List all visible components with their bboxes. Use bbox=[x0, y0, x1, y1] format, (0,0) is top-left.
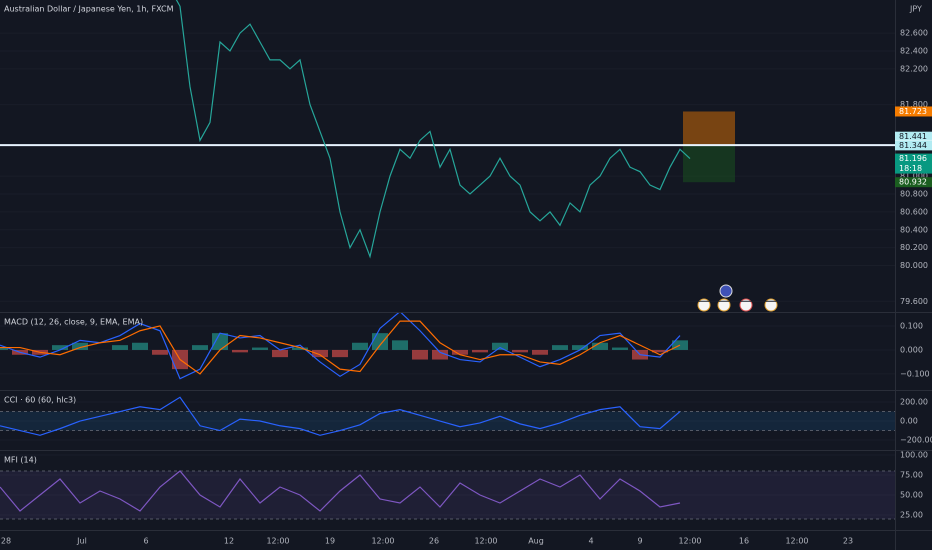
y-tick-label: 82.600 bbox=[900, 29, 928, 38]
x-tick-label: 12 bbox=[224, 537, 234, 546]
x-tick-label: Jul bbox=[76, 537, 87, 546]
histogram-bar bbox=[152, 349, 168, 355]
pane bbox=[0, 313, 895, 380]
price-tag-label: 80.932 bbox=[899, 178, 927, 187]
x-tick-label: 19 bbox=[325, 537, 335, 546]
histogram-bar bbox=[312, 349, 328, 358]
series-line bbox=[0, 396, 681, 436]
histogram-bar bbox=[392, 340, 408, 350]
price-tag bbox=[895, 131, 932, 142]
band bbox=[0, 411, 895, 431]
histogram-bar bbox=[192, 345, 208, 350]
y-tick-label: 200.00 bbox=[900, 398, 928, 407]
x-tick-label: 12:00 bbox=[678, 537, 701, 546]
price-tag-label: 81.196 bbox=[899, 154, 927, 163]
y-tick-label: 82.400 bbox=[900, 46, 928, 55]
stop-zone bbox=[683, 145, 735, 183]
x-tick-label: 12:00 bbox=[785, 537, 808, 546]
series-line bbox=[0, 320, 681, 375]
histogram-bar bbox=[532, 349, 548, 355]
pane-title: MACD (12, 26, close, 9, EMA, EMA) bbox=[4, 318, 143, 327]
x-tick-label: 23 bbox=[843, 537, 853, 546]
y-tick-label: 0.00 bbox=[900, 417, 918, 426]
y-tick-label: 80.400 bbox=[900, 225, 928, 234]
event-icons[interactable] bbox=[697, 284, 778, 312]
x-tick-label: 16 bbox=[739, 537, 749, 546]
y-tick-label: −200.00 bbox=[900, 436, 932, 445]
pane-title: MFI (14) bbox=[4, 456, 37, 465]
x-tick-label: 9 bbox=[637, 537, 642, 546]
x-tick-label: 12:00 bbox=[266, 537, 289, 546]
y-tick-label: 0.000 bbox=[900, 345, 923, 354]
series-line bbox=[0, 470, 681, 512]
target-zone bbox=[683, 111, 735, 146]
histogram-bar bbox=[332, 349, 348, 358]
y-tick-label: 82.200 bbox=[900, 64, 928, 73]
pane-title: CCI · 60 (60, hlc3) bbox=[4, 396, 76, 405]
x-tick-label: 28 bbox=[1, 537, 11, 546]
histogram-bar bbox=[512, 349, 528, 353]
x-tick-label: 6 bbox=[143, 537, 148, 546]
price-tag-label: 81.441 bbox=[899, 132, 927, 141]
histogram-bar bbox=[592, 342, 608, 350]
y-tick-label: 79.600 bbox=[900, 297, 928, 306]
price-tag-label: 81.344 bbox=[899, 141, 927, 150]
series-line bbox=[0, 313, 681, 380]
histogram-bar bbox=[232, 349, 248, 353]
x-tick-label: Aug bbox=[528, 537, 544, 546]
histogram-bar bbox=[452, 349, 468, 355]
y-tick-label: 50.00 bbox=[900, 491, 923, 500]
y-tick-label: −0.100 bbox=[900, 369, 930, 378]
price-tag bbox=[895, 140, 932, 151]
histogram-bar bbox=[52, 345, 68, 350]
x-tick-label: 12:00 bbox=[371, 537, 394, 546]
x-tick-label: 26 bbox=[429, 537, 439, 546]
pane-title: Australian Dollar / Japanese Yen, 1h, FX… bbox=[4, 5, 174, 14]
histogram-bar bbox=[432, 349, 448, 360]
histogram-bar bbox=[372, 333, 388, 350]
series-line bbox=[175, 0, 691, 259]
histogram-bar bbox=[132, 342, 148, 350]
band bbox=[0, 471, 895, 519]
pane bbox=[0, 454, 895, 520]
price-tag bbox=[895, 153, 932, 174]
histogram-bar bbox=[492, 342, 508, 350]
histogram-bar bbox=[552, 345, 568, 350]
pane bbox=[0, 0, 895, 259]
histogram-bar bbox=[0, 347, 8, 350]
histogram-bar bbox=[572, 345, 588, 350]
histogram-bar bbox=[412, 349, 428, 360]
y-tick-label: 81.000 bbox=[900, 172, 928, 181]
countdown: 18:18 bbox=[899, 164, 922, 173]
currency: JPY bbox=[909, 5, 922, 14]
histogram-bar bbox=[292, 347, 308, 350]
histogram-bar bbox=[112, 345, 128, 350]
histogram-bar bbox=[72, 342, 88, 350]
histogram-bar bbox=[212, 333, 228, 350]
price-tag-label: 81.723 bbox=[899, 107, 927, 116]
pane bbox=[0, 396, 895, 441]
y-tick-label: 80.600 bbox=[900, 207, 928, 216]
y-tick-label: 81.800 bbox=[900, 100, 928, 109]
y-tick-label: 0.100 bbox=[900, 321, 923, 330]
y-tick-label: 100.00 bbox=[900, 451, 928, 460]
x-tick-label: 4 bbox=[588, 537, 593, 546]
histogram-bar bbox=[472, 349, 488, 353]
y-tick-label: 25.00 bbox=[900, 511, 923, 520]
price-tag bbox=[895, 106, 932, 117]
y-tick-label: 75.00 bbox=[900, 471, 923, 480]
y-tick-label: 80.200 bbox=[900, 243, 928, 252]
price-tag bbox=[895, 177, 932, 188]
y-tick-label: 80.000 bbox=[900, 261, 928, 270]
histogram-bar bbox=[612, 347, 628, 350]
y-tick-label: 80.800 bbox=[900, 189, 928, 198]
histogram-bar bbox=[252, 347, 268, 350]
histogram-bar bbox=[272, 349, 288, 358]
histogram-bar bbox=[352, 342, 368, 350]
histogram-bar bbox=[652, 349, 668, 353]
x-tick-label: 12:00 bbox=[474, 537, 497, 546]
